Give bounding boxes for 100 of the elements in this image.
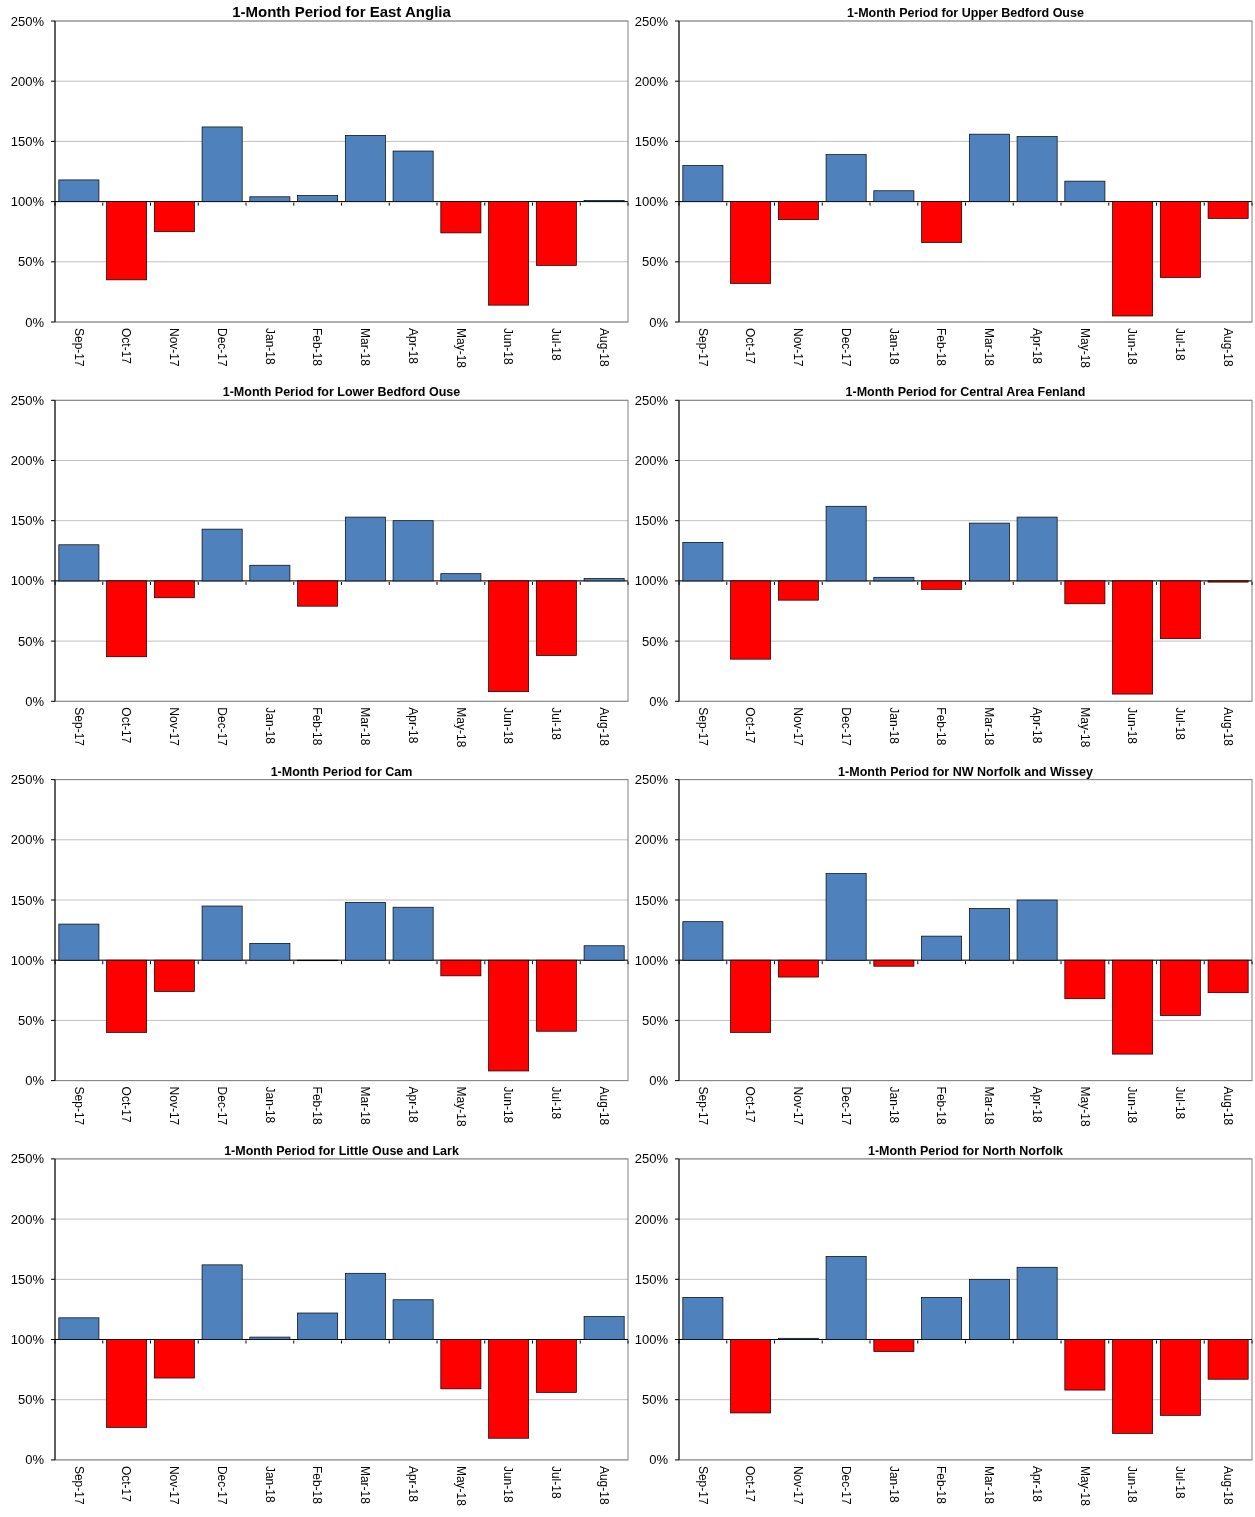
x-tick-label: May-18 (1077, 1465, 1092, 1507)
x-tick-label: Nov-17 (167, 1086, 182, 1126)
y-tick-label: 200% (634, 453, 669, 469)
y-tick-label: 150% (634, 133, 669, 149)
x-tick-label: Jun-18 (1125, 707, 1140, 745)
x-tick-label: Dec-17 (214, 1465, 229, 1505)
x-tick-label: Oct-17 (743, 1086, 758, 1123)
y-tick-label: 250% (10, 13, 45, 29)
chart-title: 1-Month Period for Central Area Fenland (845, 385, 1086, 400)
y-tick-label: 250% (10, 772, 45, 788)
x-tick-label: Jan-18 (886, 328, 901, 366)
y-tick-label: 100% (10, 1332, 45, 1348)
x-tick-label: Jan-18 (886, 707, 901, 745)
y-tick-label: 150% (10, 1271, 45, 1287)
x-tick-label: Feb-18 (934, 328, 949, 367)
x-tick-label: Jul-18 (549, 1086, 564, 1120)
x-tick-label: Nov-17 (167, 707, 182, 747)
y-tick-label: 0% (649, 1073, 669, 1089)
chart-title: 1-Month Period for NW Norfolk and Wissey (838, 764, 1093, 779)
y-tick-label: 150% (10, 513, 45, 529)
chart-title: 1-Month Period for North Norfolk (867, 1143, 1064, 1158)
x-tick-label: Feb-18 (310, 1465, 325, 1505)
y-tick-label: 50% (641, 633, 669, 649)
x-tick-label: Nov-17 (791, 707, 806, 747)
x-tick-label: Feb-18 (310, 707, 325, 746)
y-tick-label: 250% (634, 772, 669, 788)
y-tick-label: 50% (17, 633, 45, 649)
chart-title: 1-Month Period for Little Ouse and Lark (224, 1143, 459, 1158)
x-tick-label: Aug-18 (1220, 1086, 1235, 1126)
x-tick-label: Oct-17 (119, 328, 134, 365)
x-tick-label: May-18 (1077, 328, 1092, 369)
x-tick-label: Jul-18 (1173, 707, 1188, 741)
y-tick-label: 100% (10, 194, 45, 210)
y-tick-label: 100% (634, 1332, 669, 1348)
x-tick-label: Jun-18 (501, 707, 516, 745)
chart-title: 1-Month Period for Upper Bedford Ouse (847, 6, 1084, 20)
x-tick-label: Mar-18 (982, 1465, 997, 1505)
y-tick-label: 200% (10, 832, 45, 848)
x-tick-label: Jan-18 (886, 1465, 901, 1503)
x-tick-label: Sep-17 (71, 707, 86, 747)
x-tick-label: Jul-18 (549, 1465, 564, 1499)
x-tick-label: Oct-17 (119, 1086, 134, 1123)
x-tick-label: Jan-18 (262, 328, 277, 366)
x-tick-label: Jul-18 (1173, 1086, 1188, 1120)
x-tick-label: May-18 (1077, 707, 1092, 748)
chart-title: 1-Month Period for Cam (270, 764, 413, 779)
x-tick-label: Mar-18 (982, 328, 997, 367)
y-tick-label: 50% (641, 1012, 669, 1028)
y-tick-label: 0% (649, 314, 669, 330)
y-tick-label: 250% (10, 1151, 45, 1167)
x-tick-label: Sep-17 (71, 1465, 86, 1505)
x-tick-label: Apr-18 (405, 328, 420, 365)
x-tick-label: Jun-18 (501, 1086, 516, 1124)
x-tick-label: Aug-18 (596, 328, 611, 368)
x-tick-label: Mar-18 (358, 707, 373, 746)
x-tick-label: May-18 (453, 707, 468, 748)
x-tick-label: Sep-17 (695, 707, 710, 747)
x-tick-label: Aug-18 (1220, 1465, 1235, 1505)
x-tick-label: Aug-18 (596, 1465, 611, 1505)
chart-title: 1-Month Period for East Anglia (232, 3, 452, 20)
y-tick-label: 200% (634, 73, 669, 89)
y-tick-label: 0% (25, 314, 45, 330)
x-tick-label: Apr-18 (405, 707, 420, 744)
x-tick-label: Mar-18 (982, 707, 997, 746)
x-tick-label: Jul-18 (549, 707, 564, 741)
chart-title: 1-Month Period for Lower Bedford Ouse (222, 385, 461, 400)
x-tick-label: Dec-17 (838, 707, 853, 747)
x-tick-label: Feb-18 (934, 707, 949, 746)
x-tick-label: Jun-18 (1125, 1465, 1140, 1503)
y-tick-label: 150% (634, 892, 669, 908)
x-tick-label: Oct-17 (119, 1465, 134, 1503)
y-tick-label: 50% (17, 1012, 45, 1028)
y-tick-label: 50% (17, 254, 45, 270)
y-tick-label: 50% (641, 1392, 669, 1408)
y-tick-label: 150% (10, 892, 45, 908)
x-tick-label: Jun-18 (1125, 1086, 1140, 1124)
y-tick-label: 100% (634, 194, 669, 210)
x-tick-label: Sep-17 (71, 1086, 86, 1126)
x-tick-label: Oct-17 (743, 328, 758, 365)
x-tick-label: Jun-18 (501, 328, 516, 366)
x-tick-label: May-18 (453, 1086, 468, 1127)
y-tick-label: 150% (10, 133, 45, 149)
y-tick-label: 200% (10, 1211, 45, 1227)
y-tick-label: 250% (634, 1151, 669, 1167)
x-tick-label: Jul-18 (549, 328, 564, 362)
x-tick-label: Nov-17 (791, 328, 806, 368)
x-tick-label: Aug-18 (1220, 707, 1235, 747)
y-tick-label: 200% (10, 73, 45, 89)
y-tick-label: 50% (17, 1392, 45, 1408)
y-tick-label: 250% (634, 392, 669, 408)
x-tick-label: Sep-17 (71, 328, 86, 368)
y-tick-label: 0% (25, 693, 45, 709)
x-tick-label: Dec-17 (838, 1465, 853, 1505)
x-tick-label: Feb-18 (934, 1086, 949, 1125)
x-tick-label: Dec-17 (214, 1086, 229, 1126)
x-tick-label: Dec-17 (838, 1086, 853, 1126)
x-tick-label: Jan-18 (262, 707, 277, 745)
x-tick-label: Mar-18 (358, 1086, 373, 1125)
x-tick-label: Feb-18 (310, 1086, 325, 1125)
x-tick-label: Jul-18 (1173, 328, 1188, 362)
